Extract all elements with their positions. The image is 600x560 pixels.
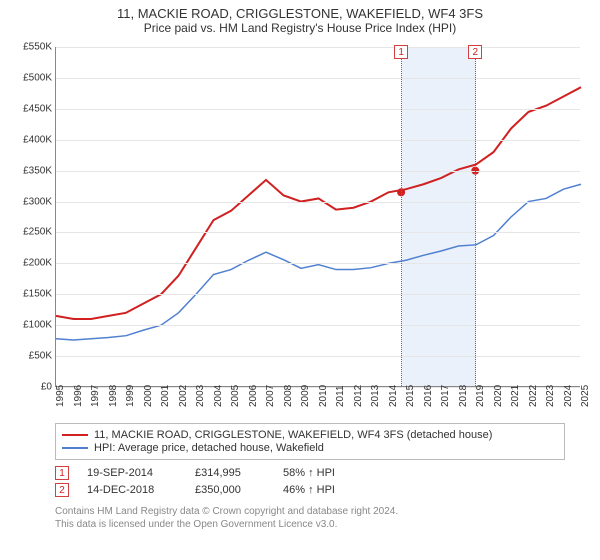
legend-label: 11, MACKIE ROAD, CRIGGLESTONE, WAKEFIELD… (94, 429, 492, 441)
marker-vline (401, 47, 402, 386)
y-tick-label: £0 (10, 382, 52, 393)
event-delta: 46% ↑ HPI (283, 484, 335, 496)
footnote-line: This data is licensed under the Open Gov… (55, 518, 590, 531)
legend-swatch-icon (62, 434, 88, 436)
x-tick-label: 2025 (580, 385, 600, 407)
series-line (56, 87, 581, 319)
y-tick-label: £400K (10, 134, 52, 145)
series-line (56, 184, 581, 340)
y-tick-label: £100K (10, 320, 52, 331)
plot-area: 12 (55, 47, 580, 387)
y-tick-label: £200K (10, 258, 52, 269)
chart-title: 11, MACKIE ROAD, CRIGGLESTONE, WAKEFIELD… (10, 6, 590, 21)
line-series-svg (56, 47, 580, 386)
legend: 11, MACKIE ROAD, CRIGGLESTONE, WAKEFIELD… (55, 423, 565, 460)
marker-label-icon: 1 (394, 45, 408, 59)
legend-item-property: 11, MACKIE ROAD, CRIGGLESTONE, WAKEFIELD… (62, 429, 558, 441)
y-tick-label: £250K (10, 227, 52, 238)
event-price: £314,995 (195, 467, 265, 479)
event-date: 14-DEC-2018 (87, 484, 177, 496)
event-marker-icon: 2 (55, 483, 69, 497)
y-tick-label: £450K (10, 103, 52, 114)
y-tick-label: £350K (10, 165, 52, 176)
footnote: Contains HM Land Registry data © Crown c… (55, 505, 590, 531)
chart-container: { "title": "11, MACKIE ROAD, CRIGGLESTON… (0, 0, 600, 560)
y-tick-label: £50K (10, 351, 52, 362)
y-tick-label: £550K (10, 42, 52, 53)
footnote-line: Contains HM Land Registry data © Crown c… (55, 505, 590, 518)
y-tick-label: £150K (10, 289, 52, 300)
event-list: 1 19-SEP-2014 £314,995 58% ↑ HPI 2 14-DE… (55, 466, 590, 497)
legend-label: HPI: Average price, detached house, Wake… (94, 442, 324, 454)
legend-item-hpi: HPI: Average price, detached house, Wake… (62, 442, 558, 454)
marker-label-icon: 2 (468, 45, 482, 59)
chart-subtitle: Price paid vs. HM Land Registry's House … (10, 21, 590, 35)
event-marker-icon: 1 (55, 466, 69, 480)
y-tick-label: £300K (10, 196, 52, 207)
event-delta: 58% ↑ HPI (283, 467, 335, 479)
legend-swatch-icon (62, 447, 88, 449)
chart-area: £0 £50K £100K £150K £200K £250K £300K £350K £400… (10, 39, 590, 419)
event-row: 2 14-DEC-2018 £350,000 46% ↑ HPI (55, 483, 590, 497)
event-row: 1 19-SEP-2014 £314,995 58% ↑ HPI (55, 466, 590, 480)
y-tick-label: £500K (10, 72, 52, 83)
event-date: 19-SEP-2014 (87, 467, 177, 479)
marker-vline (475, 47, 476, 386)
event-price: £350,000 (195, 484, 265, 496)
